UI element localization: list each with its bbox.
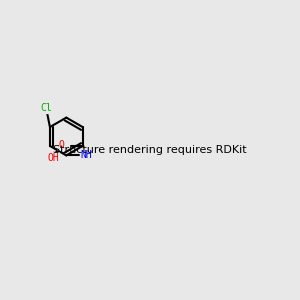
Text: O: O	[58, 140, 64, 150]
Text: NH: NH	[81, 150, 92, 161]
Text: Structure rendering requires RDKit: Structure rendering requires RDKit	[53, 145, 247, 155]
Text: OH: OH	[47, 153, 59, 163]
Text: Cl: Cl	[40, 103, 52, 113]
